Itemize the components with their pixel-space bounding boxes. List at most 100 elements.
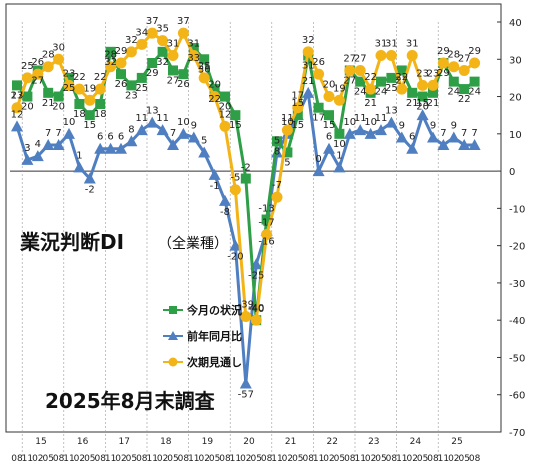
axis-layer: 15 16 17 18 19 20 21 22 23 24 25081102050811020508…	[11, 18, 525, 464]
marker-yoy	[385, 116, 398, 128]
data-label-s1: 7	[170, 128, 176, 139]
data-label-s0: 25	[385, 83, 398, 94]
marker-yoy	[63, 127, 75, 139]
marker-outlook	[125, 46, 137, 58]
marker-current	[292, 110, 303, 121]
legend: 今月の状況 前年同月比 次期見通し	[163, 303, 242, 369]
y-tick-label: -20	[509, 242, 525, 253]
data-label-s2: 31	[167, 39, 180, 50]
data-label-s1: -57	[238, 390, 254, 401]
month-label: 11	[188, 454, 199, 464]
year-label: 23	[368, 437, 379, 447]
marker-outlook	[188, 50, 200, 62]
month-label: 11	[313, 454, 324, 464]
marker-yoy	[156, 124, 169, 136]
month-label: 11	[63, 454, 74, 464]
data-label-s2: 37	[177, 16, 190, 27]
data-label-s2: 30	[52, 42, 65, 53]
data-label-s1: 9	[430, 121, 436, 132]
y-tick-label: -40	[509, 316, 525, 327]
marker-current	[282, 147, 293, 158]
marker-outlook	[292, 102, 304, 114]
data-label-s0: 32	[104, 57, 117, 68]
y-tick-label: -60	[509, 391, 525, 402]
marker-current	[220, 91, 230, 102]
y-tick-label: 0	[509, 167, 515, 178]
marker-current	[313, 102, 324, 113]
marker-outlook	[313, 68, 325, 80]
year-label: 20	[243, 437, 255, 447]
data-label-s0: 20	[52, 102, 65, 113]
data-label-s1: -25	[248, 270, 264, 281]
marker-current	[136, 72, 147, 83]
marker-outlook	[42, 61, 54, 73]
month-label: 05	[334, 454, 345, 464]
data-label-s0: 27	[167, 75, 180, 86]
month-label: 11	[438, 454, 449, 464]
data-label-s0: 23	[125, 90, 138, 101]
data-label-s1: 12	[11, 109, 24, 120]
marker-current	[105, 46, 116, 57]
marker-outlook	[250, 314, 262, 326]
data-label-s1: 0	[315, 154, 321, 165]
marker-outlook	[469, 57, 481, 69]
marker-yoy	[302, 86, 315, 98]
marker-yoy	[31, 150, 44, 162]
month-label: 08	[136, 454, 148, 464]
data-label-s0: 32	[156, 57, 169, 68]
marker-yoy	[11, 120, 23, 132]
data-label-s1: 1	[76, 150, 82, 161]
marker-current	[396, 65, 407, 76]
marker-current	[417, 91, 428, 102]
month-label: 02	[157, 454, 168, 464]
data-label-s0: 17	[312, 113, 325, 124]
marker-current	[168, 65, 178, 76]
marker-yoy	[187, 131, 200, 143]
marker-yoy	[239, 377, 252, 389]
y-tick-label: -50	[509, 353, 525, 364]
marker-outlook	[448, 61, 460, 73]
data-label-s2: 23	[416, 68, 429, 79]
data-label-s1: 9	[399, 121, 405, 132]
marker-current	[407, 87, 418, 98]
marker-outlook	[21, 72, 33, 84]
marker-outlook	[375, 50, 387, 62]
marker-outlook	[354, 64, 366, 76]
marker-yoy	[437, 139, 450, 150]
data-label-s0: 15	[229, 120, 242, 131]
data-label-s1: -16	[258, 237, 274, 248]
marker-yoy	[94, 142, 107, 154]
data-label-s2: 25	[21, 61, 34, 72]
marker-yoy	[447, 131, 460, 143]
marker-outlook	[146, 27, 158, 39]
month-label: 02	[198, 454, 209, 464]
marker-current	[126, 80, 137, 91]
month-label: 08	[469, 454, 481, 464]
data-label-s1: 6	[107, 132, 113, 143]
data-label-s0: 27	[343, 75, 356, 86]
month-label: 02	[406, 454, 417, 464]
year-label: 17	[118, 437, 129, 447]
marker-outlook	[302, 46, 314, 58]
data-label-s2: 17	[291, 91, 304, 102]
data-label-s0: 24	[468, 87, 481, 98]
year-label: 16	[77, 437, 89, 447]
data-label-s2: 31	[187, 39, 200, 50]
y-tick-label: -70	[509, 428, 525, 439]
data-label-s0: 20	[21, 102, 34, 113]
data-label-s1: 15	[291, 98, 304, 109]
marker-current	[188, 43, 199, 54]
marker-outlook	[365, 83, 377, 95]
marker-yoy	[229, 239, 242, 251]
marker-current	[64, 72, 74, 83]
marker-current	[74, 99, 85, 109]
legend-marker-outlook	[168, 357, 178, 367]
data-label-s1: 7	[471, 128, 477, 139]
data-label-s1: 11	[135, 113, 148, 124]
marker-yoy	[115, 142, 127, 154]
month-label: 08	[344, 454, 356, 464]
legend-label-outlook: 次期見通し	[187, 355, 242, 369]
month-label: 11	[271, 454, 282, 464]
y-tick-label: 10	[509, 130, 522, 141]
marker-outlook	[209, 91, 221, 103]
